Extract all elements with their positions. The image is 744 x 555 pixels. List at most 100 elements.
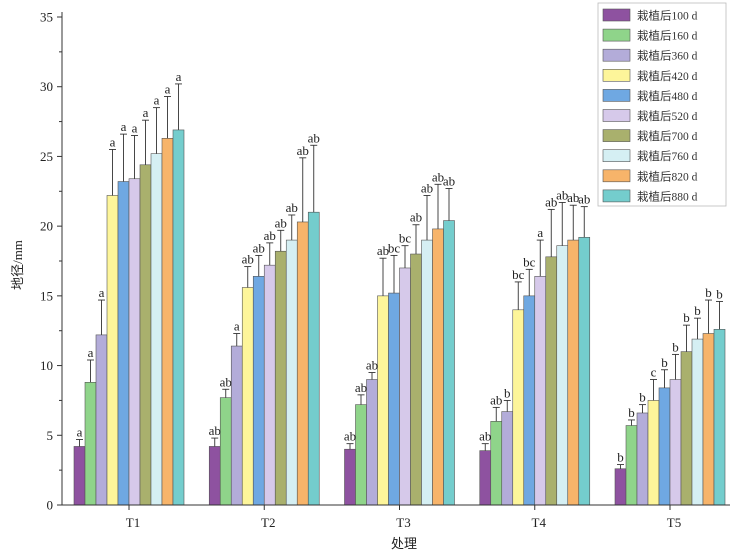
bar-t3-series-2 xyxy=(366,379,378,506)
bar-t1-series-8 xyxy=(161,138,174,506)
bar-t1-series-0 xyxy=(73,446,86,506)
y-tick-label: 20 xyxy=(40,219,53,234)
significance-letter: a xyxy=(143,105,149,120)
significance-letter: ab xyxy=(567,190,579,205)
significance-letter: b xyxy=(683,310,690,325)
bar-t2-series-2 xyxy=(230,345,243,506)
x-ticks: T1 T2 T3 T4 T5 xyxy=(126,505,681,530)
significance-letter: ab xyxy=(578,192,590,207)
significance-letter: a xyxy=(234,319,240,334)
bar-t4-series-2 xyxy=(501,411,514,506)
significance-letter: a xyxy=(121,119,127,134)
legend-swatch xyxy=(602,109,631,122)
significance-letter: a xyxy=(132,121,138,136)
significance-letter: a xyxy=(165,81,171,96)
legend-item: 栽植后360 d xyxy=(602,49,698,63)
x-tick-label: T3 xyxy=(396,515,410,530)
y-tick-label: 25 xyxy=(40,149,53,164)
legend-swatch xyxy=(602,129,631,142)
significance-letter: ab xyxy=(220,374,232,389)
legend-label: 栽植后360 d xyxy=(637,49,698,63)
bar-t1-series-7 xyxy=(150,153,163,506)
legend-item: 栽植后100 d xyxy=(602,9,698,23)
significance-letter: ab xyxy=(410,210,422,225)
legend-swatch xyxy=(602,149,631,162)
legend-item: 栽植后700 d xyxy=(602,129,698,143)
significance-letter: ab xyxy=(264,228,276,243)
bar-t1-series-1 xyxy=(84,382,97,506)
bar-t4-series-0 xyxy=(479,450,492,506)
significance-letter: ab xyxy=(490,392,502,407)
bar-t3-series-1 xyxy=(355,404,367,506)
bar-t5-series-6 xyxy=(680,351,693,506)
x-axis-label: 处理 xyxy=(391,536,417,551)
bar-t4-series-8 xyxy=(567,239,580,506)
bar-t2-series-6 xyxy=(274,250,287,506)
legend: 栽植后100 d 栽植后160 d 栽植后360 d 栽植后420 d 栽植后480 d… xyxy=(597,2,727,207)
legend-item: 栽植后480 d xyxy=(602,89,698,103)
legend-label: 栽植后420 d xyxy=(637,69,698,83)
bar-t1-series-2 xyxy=(95,334,108,506)
x-tick-label: T2 xyxy=(261,515,275,530)
bar-t2-series-9 xyxy=(307,211,320,506)
y-tick-label: 30 xyxy=(40,79,53,94)
significance-letter: ab xyxy=(253,240,265,255)
error-bars-layer xyxy=(76,83,723,469)
bar-t5-series-0 xyxy=(614,468,627,506)
legend-label: 栽植后520 d xyxy=(637,109,698,123)
significance-letter: a xyxy=(154,93,160,108)
significance-letter: ab xyxy=(275,215,287,230)
significance-letter: a xyxy=(99,285,105,300)
significance-letter: b xyxy=(716,286,723,301)
significance-letter: a xyxy=(176,69,182,84)
significance-letter: b xyxy=(694,303,701,318)
legend-swatch xyxy=(602,28,631,42)
legend-item: 栽植后760 d xyxy=(602,149,698,163)
significance-letter: b xyxy=(705,285,712,300)
legend-label: 栽植后820 d xyxy=(637,169,698,183)
bars-layer xyxy=(73,129,726,506)
significance-letter: ab xyxy=(377,243,389,258)
significance-letter: ab xyxy=(344,429,356,444)
significance-letter: c xyxy=(651,365,657,380)
x-tick-label: T4 xyxy=(532,515,547,530)
bar-t4-series-7 xyxy=(556,245,569,506)
significance-letter: b xyxy=(617,450,624,465)
legend-item: 栽植后880 d xyxy=(602,189,698,203)
significance-letter: ab xyxy=(242,252,254,267)
legend-label: 栽植后760 d xyxy=(637,149,698,163)
legend-swatch xyxy=(602,69,631,82)
legend-item: 栽植后160 d xyxy=(602,28,698,43)
significance-letter: b xyxy=(504,385,511,400)
significance-letter: b xyxy=(672,339,679,354)
bar-t5-series-7 xyxy=(691,338,704,506)
y-ticks: 0 5 10 15 20 25 30 35 xyxy=(40,10,62,513)
bar-t1-series-6 xyxy=(139,164,152,506)
legend-label: 栽植后160 d xyxy=(637,29,698,43)
y-tick-label: 10 xyxy=(40,358,53,373)
significance-letter: ab xyxy=(366,358,378,373)
bar-t4-series-1 xyxy=(490,421,503,506)
significance-letter: bc xyxy=(399,231,412,246)
legend-label: 栽植后100 d xyxy=(637,9,698,23)
legend-swatch xyxy=(602,89,631,102)
bar-t2-series-7 xyxy=(285,239,298,506)
significance-letter: a xyxy=(537,225,543,240)
significance-letter: ab xyxy=(297,143,309,158)
significance-letter: bc xyxy=(512,267,525,282)
y-tick-label: 0 xyxy=(47,498,54,513)
x-tick-label: T5 xyxy=(667,515,681,530)
significance-letter: b xyxy=(639,390,646,405)
significance-letter: ab xyxy=(421,180,433,195)
legend-label: 栽植后880 d xyxy=(637,189,698,203)
bar-t5-series-1 xyxy=(625,425,638,506)
bar-t3-series-6 xyxy=(410,253,422,506)
significance-letter: ab xyxy=(286,200,298,215)
bar-t3-series-4 xyxy=(388,292,400,506)
bar-t1-series-5 xyxy=(128,178,141,506)
legend-item: 栽植后820 d xyxy=(602,169,698,183)
bar-t2-series-4 xyxy=(252,276,265,506)
significance-letter: a xyxy=(77,424,83,439)
